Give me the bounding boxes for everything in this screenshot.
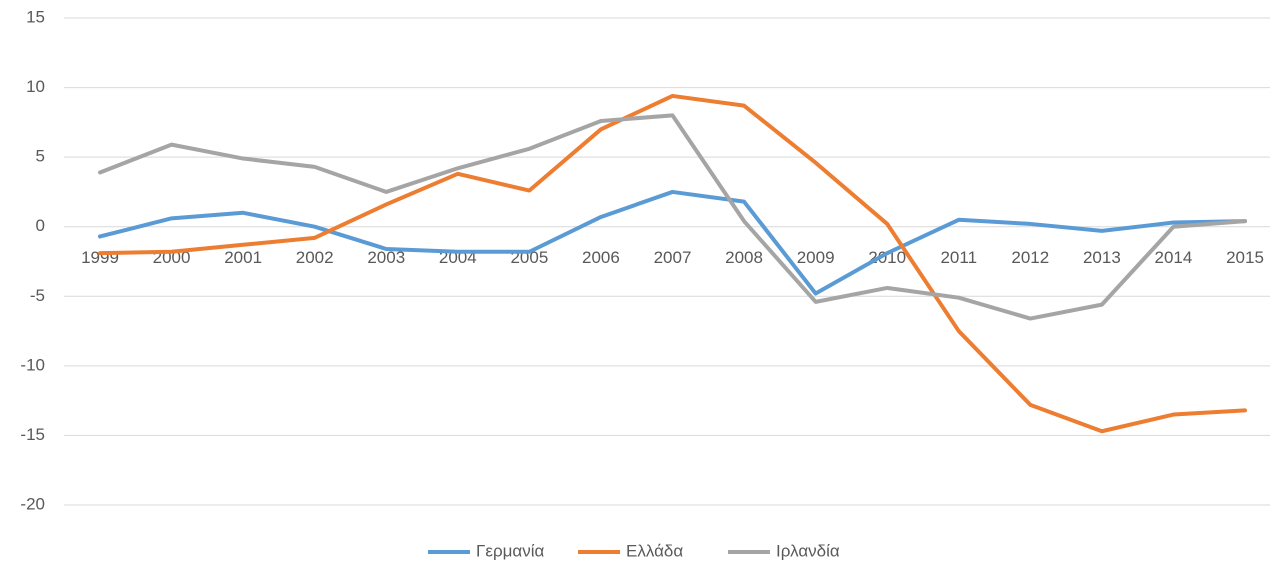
x-tick-label: 2006 [582,248,620,267]
x-tick-label: 2013 [1083,248,1121,267]
series-line [98,189,1247,296]
series-line [98,113,1247,321]
x-tick-label: 2008 [725,248,763,267]
x-tick-label: 2002 [296,248,334,267]
y-tick-label: 10 [26,77,45,96]
y-tick-label: -20 [20,494,45,513]
x-tick-label: 2012 [1011,248,1049,267]
x-tick-label: 2011 [940,248,977,267]
x-tick-label: 2003 [367,248,405,267]
x-tick-label: 2014 [1155,248,1193,267]
legend-label: Ελλάδα [626,541,683,560]
series-line [98,93,1247,434]
y-tick-label: -15 [20,425,45,444]
y-tick-label: 15 [26,7,45,26]
y-tick-label: 0 [36,216,45,235]
x-tick-label: 2001 [224,248,262,267]
y-tick-label: -10 [20,355,45,374]
legend-label: Γερμανία [476,541,545,560]
y-tick-label: 5 [36,147,45,166]
y-tick-label: -5 [30,286,45,305]
legend-label: Ιρλανδία [776,541,840,560]
x-tick-label: 2015 [1226,248,1264,267]
x-tick-label: 2009 [797,248,835,267]
x-tick-label: 2010 [868,248,906,267]
x-tick-label: 2007 [654,248,692,267]
